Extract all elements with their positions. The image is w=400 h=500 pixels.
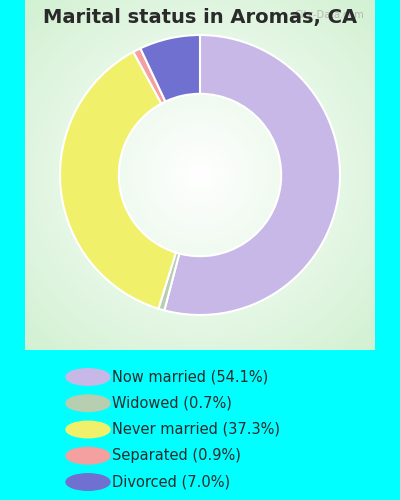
- Text: Never married (37.3%): Never married (37.3%): [112, 422, 280, 437]
- Wedge shape: [158, 252, 179, 310]
- Wedge shape: [140, 35, 200, 102]
- Circle shape: [66, 448, 110, 464]
- Circle shape: [66, 421, 110, 438]
- Text: Divorced (7.0%): Divorced (7.0%): [112, 474, 230, 490]
- Wedge shape: [60, 52, 176, 308]
- Text: Marital status in Aromas, CA: Marital status in Aromas, CA: [43, 8, 357, 26]
- Text: Widowed (0.7%): Widowed (0.7%): [112, 396, 232, 411]
- Circle shape: [66, 474, 110, 490]
- Wedge shape: [164, 35, 340, 315]
- Circle shape: [66, 369, 110, 385]
- Text: City-Data.com: City-Data.com: [295, 10, 364, 20]
- Wedge shape: [133, 48, 166, 104]
- Text: Now married (54.1%): Now married (54.1%): [112, 370, 268, 384]
- Text: Separated (0.9%): Separated (0.9%): [112, 448, 241, 463]
- Circle shape: [66, 395, 110, 411]
